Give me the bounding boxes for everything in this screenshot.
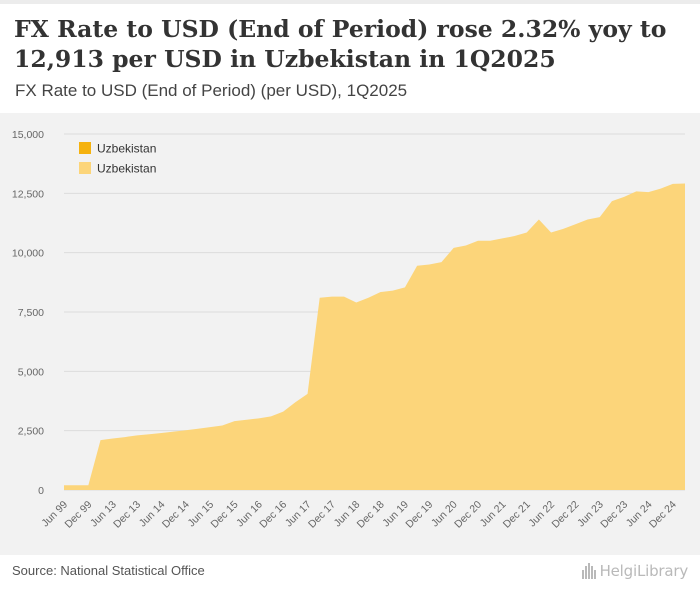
legend-swatch-secondary: [79, 162, 91, 174]
y-tick-label: 0: [38, 485, 44, 497]
data-point: [464, 244, 468, 248]
data-point: [634, 189, 638, 193]
y-tick-label: 2,500: [18, 426, 44, 438]
data-point: [439, 260, 443, 264]
data-point: [62, 483, 66, 487]
data-point: [513, 234, 517, 238]
chart-title: FX Rate to USD (End of Period) rose 2.32…: [14, 15, 667, 73]
x-tick-label: Dec 18: [355, 499, 387, 531]
chart-subtitle: FX Rate to USD (End of Period) (per USD)…: [15, 81, 408, 100]
data-point: [683, 182, 687, 186]
data-point: [415, 264, 419, 268]
data-point: [318, 296, 322, 300]
data-point: [86, 483, 90, 487]
data-point: [184, 428, 188, 432]
data-point: [488, 239, 492, 243]
x-tick-label: Dec 20: [452, 499, 484, 531]
data-point: [245, 418, 249, 422]
data-point: [135, 433, 139, 437]
data-point: [500, 236, 504, 240]
data-point: [391, 289, 395, 293]
data-point: [573, 222, 577, 226]
data-point: [586, 217, 590, 221]
x-tick-label: Dec 22: [550, 499, 582, 531]
legend: Uzbekistan Uzbekistan: [79, 142, 156, 176]
x-tick-label: Dec 16: [257, 499, 289, 531]
x-tick-label: Dec 23: [598, 499, 630, 531]
data-point: [646, 190, 650, 194]
data-point: [232, 419, 236, 423]
x-tick-label: Dec 19: [403, 499, 435, 531]
data-point: [610, 199, 614, 203]
data-point: [159, 431, 163, 435]
x-tick-label: Dec 17: [306, 499, 338, 531]
y-tick-label: 15,000: [12, 129, 44, 141]
x-tick-label: Dec 14: [160, 499, 192, 531]
header: FX Rate to USD (End of Period) rose 2.32…: [0, 0, 700, 113]
data-point: [111, 437, 115, 441]
data-point: [172, 430, 176, 434]
data-point: [330, 295, 334, 299]
data-point: [366, 296, 370, 300]
data-point: [403, 285, 407, 289]
legend-swatch-primary: [79, 142, 91, 154]
y-tick-label: 10,000: [12, 248, 44, 260]
top-border: [0, 0, 700, 4]
y-tick-label: 5,000: [18, 366, 44, 378]
data-point: [549, 230, 553, 234]
data-point: [99, 438, 103, 442]
data-point: [622, 195, 626, 199]
data-point: [379, 290, 383, 294]
legend-label-secondary: Uzbekistan: [97, 162, 156, 176]
data-point: [342, 295, 346, 299]
data-point: [220, 423, 224, 427]
data-point: [196, 427, 200, 431]
data-point: [269, 414, 273, 418]
library-icon: [581, 563, 596, 579]
data-point: [147, 432, 151, 436]
legend-label-primary: Uzbekistan: [97, 142, 156, 156]
data-point: [659, 187, 663, 191]
x-tick-label: Dec 24: [647, 499, 679, 531]
brand-name: HelgiLibrary: [599, 562, 689, 580]
x-tick-label: Dec 21: [501, 499, 533, 531]
data-point: [452, 246, 456, 250]
y-tick-label: 12,500: [12, 188, 44, 200]
data-point: [306, 392, 310, 396]
data-point: [598, 215, 602, 219]
brand-logo: HelgiLibrary: [581, 562, 689, 580]
data-point: [561, 227, 565, 231]
area-chart: 0 2,500 5,000 7,500 10,000 12,500 15,000 Jun 9…: [12, 129, 687, 531]
x-tick-label: Dec 13: [111, 499, 143, 531]
data-point: [354, 301, 358, 305]
x-tick-label: Dec 99: [62, 499, 94, 531]
data-point: [476, 239, 480, 243]
data-point: [257, 416, 261, 420]
data-point: [123, 435, 127, 439]
y-tick-label: 7,500: [18, 307, 44, 319]
area-series-uzbekistan: [64, 183, 685, 490]
data-point: [208, 425, 212, 429]
data-point: [427, 263, 431, 267]
data-point: [525, 230, 529, 234]
area-layer: [64, 183, 685, 490]
data-point: [671, 182, 675, 186]
data-point: [537, 217, 541, 221]
data-point: [74, 483, 78, 487]
data-point: [281, 410, 285, 414]
data-point: [293, 400, 297, 404]
y-axis: 0 2,500 5,000 7,500 10,000 12,500 15,000: [12, 129, 44, 497]
x-tick-label: Dec 15: [209, 499, 241, 531]
source-note: Source: National Statistical Office: [12, 563, 205, 578]
